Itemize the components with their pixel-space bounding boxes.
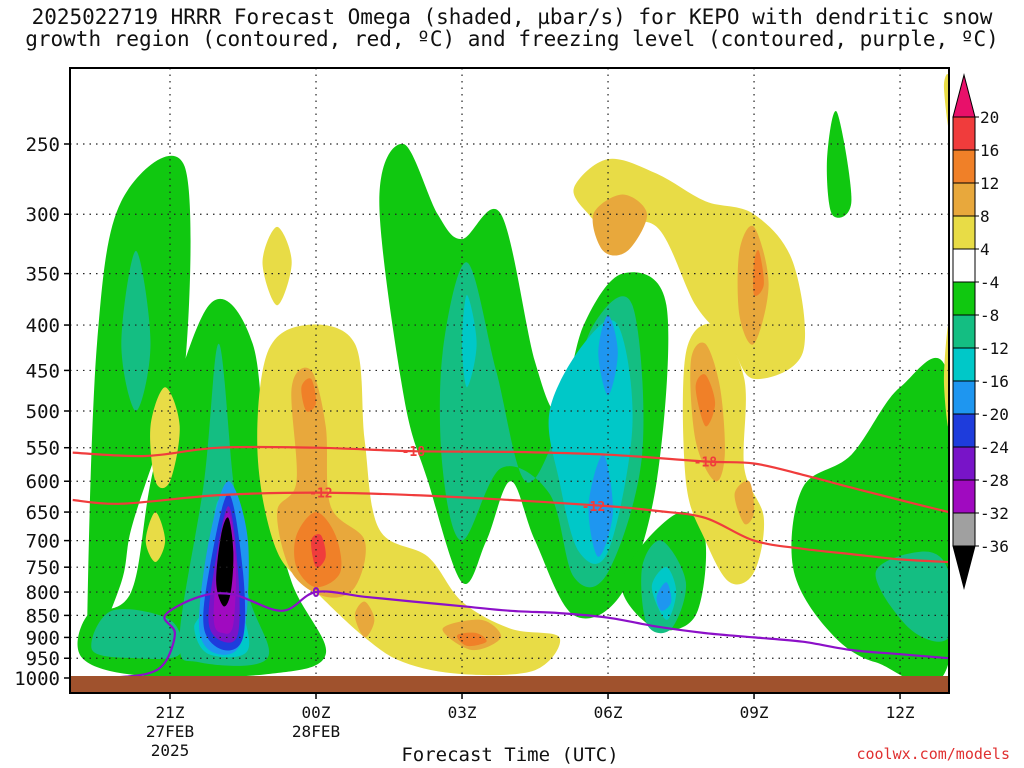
colorbar-label-2: 12	[980, 174, 999, 193]
colorbar-box-4	[952, 215, 976, 250]
x-tick-label-21Z-0: 21Z	[156, 703, 185, 722]
credit-text: coolwx.com/models	[856, 745, 1010, 763]
omega-region-20	[656, 582, 672, 611]
pressure-axis: 2503003504004505005506006507007508008509…	[14, 134, 70, 690]
y-tick-label-950: 950	[26, 648, 60, 670]
colorbar-box-2	[952, 149, 976, 184]
y-tick-label-1000: 1000	[14, 668, 60, 690]
omega-region-27	[262, 226, 292, 306]
x-tick-label-12Z-0: 12Z	[886, 703, 915, 722]
omega-region-5	[826, 111, 852, 218]
omega-region-12	[875, 551, 949, 642]
colorbar-box-8	[952, 347, 976, 382]
contour-label-2-0: 0	[312, 586, 320, 601]
y-tick-label-250: 250	[26, 134, 60, 156]
y-tick-label-600: 600	[26, 471, 60, 493]
omega-region-41	[301, 378, 317, 412]
omega-region-34	[592, 194, 648, 256]
ground-terrain	[70, 676, 949, 693]
omega-region-24	[216, 517, 234, 607]
colorbar-label-11: -28	[980, 471, 1009, 490]
contour-label-0-1: -18	[694, 455, 718, 470]
contour-line-1	[72, 491, 949, 564]
colorbar-box-5	[952, 248, 976, 283]
colorbar-label-3: 8	[980, 207, 990, 226]
omega-region-1	[77, 298, 327, 678]
colorbar-box-12	[952, 479, 976, 514]
colorbar-label-6: -8	[980, 306, 999, 325]
colorbar-label-7: -12	[980, 339, 1009, 358]
omega-region-43	[753, 249, 764, 297]
x-tick-label-21Z-1: 27FEB	[146, 722, 194, 741]
y-tick-label-750: 750	[26, 557, 60, 579]
y-tick-label-550: 550	[26, 438, 60, 460]
colorbar-box-1	[952, 116, 976, 151]
colorbar-label-1: 16	[980, 141, 999, 160]
chart-title-line1: 2025022719 HRRR Forecast Omega (shaded, …	[31, 5, 993, 29]
colorbar-bottom-arrow	[952, 545, 976, 590]
colorbar-label-0: 20	[980, 108, 999, 127]
colorbar-top-arrow	[952, 73, 976, 118]
omega-region-8	[91, 609, 183, 659]
omega-region-31	[943, 74, 949, 129]
omega-region-39	[734, 480, 755, 525]
y-tick-label-700: 700	[26, 531, 60, 553]
contour-label-0-0: -18	[402, 445, 426, 460]
colorbar-box-6	[952, 281, 976, 316]
x-tick-label-00Z-1: 28FEB	[292, 722, 340, 741]
colorbar-label-13: -36	[980, 537, 1009, 556]
y-tick-label-400: 400	[26, 315, 60, 337]
y-tick-label-650: 650	[26, 502, 60, 524]
contour-line-0	[72, 445, 949, 514]
omega-region-32	[943, 324, 949, 428]
y-tick-label-500: 500	[26, 401, 60, 423]
colorbar-box-3	[952, 182, 976, 217]
y-tick-label-800: 800	[26, 582, 60, 604]
x-tick-label-21Z-2: 2025	[151, 741, 190, 760]
colorbar-box-7	[952, 314, 976, 349]
omega-shading	[77, 74, 949, 685]
contour-label-1-0: -12	[309, 487, 332, 502]
colorbar-label-10: -24	[980, 438, 1009, 457]
omega-region-13	[462, 295, 477, 388]
colorbar-box-10	[952, 413, 976, 448]
colorbar-box-11	[952, 446, 976, 481]
omega-region-25	[150, 387, 180, 489]
y-tick-label-850: 850	[26, 605, 60, 627]
contour-label-1-1: -12	[582, 500, 605, 515]
chart-title-line2: growth region (contoured, red, ºC) and f…	[25, 27, 999, 51]
y-tick-label-300: 300	[26, 204, 60, 226]
contour-line-2	[106, 590, 949, 680]
x-tick-label-03Z-0: 03Z	[448, 703, 477, 722]
colorbar-legend: 20 16 12 8 4 -4 -8 -12 -16 -20 -24 -28 -32 -36	[952, 73, 1009, 590]
omega-region-26	[145, 512, 166, 562]
y-tick-label-900: 900	[26, 627, 60, 649]
y-tick-label-450: 450	[26, 360, 60, 382]
colorbar-label-4: 4	[980, 240, 990, 259]
x-tick-label-00Z-0: 00Z	[302, 703, 331, 722]
x-axis-label: Forecast Time (UTC)	[401, 744, 619, 766]
colorbar-label-9: -20	[980, 405, 1009, 424]
colorbar-label-8: -16	[980, 372, 1009, 391]
omega-region-44	[456, 632, 487, 647]
y-tick-label-350: 350	[26, 264, 60, 286]
plot-frame	[69, 67, 950, 694]
omega-region-38	[354, 601, 375, 638]
dotted-grid	[70, 68, 949, 693]
omega-region-45	[310, 534, 326, 568]
temperature-contours: -18 -18 -12 -12 0	[72, 445, 949, 680]
colorbar-label-12: -32	[980, 504, 1009, 523]
colorbar-label-5: -4	[980, 273, 999, 292]
omega-region-42	[695, 374, 716, 427]
x-tick-label-06Z-0: 06Z	[594, 703, 623, 722]
colorbar-box-13	[952, 512, 976, 547]
colorbar-box-9	[952, 380, 976, 415]
x-tick-label-09Z-0: 09Z	[740, 703, 769, 722]
